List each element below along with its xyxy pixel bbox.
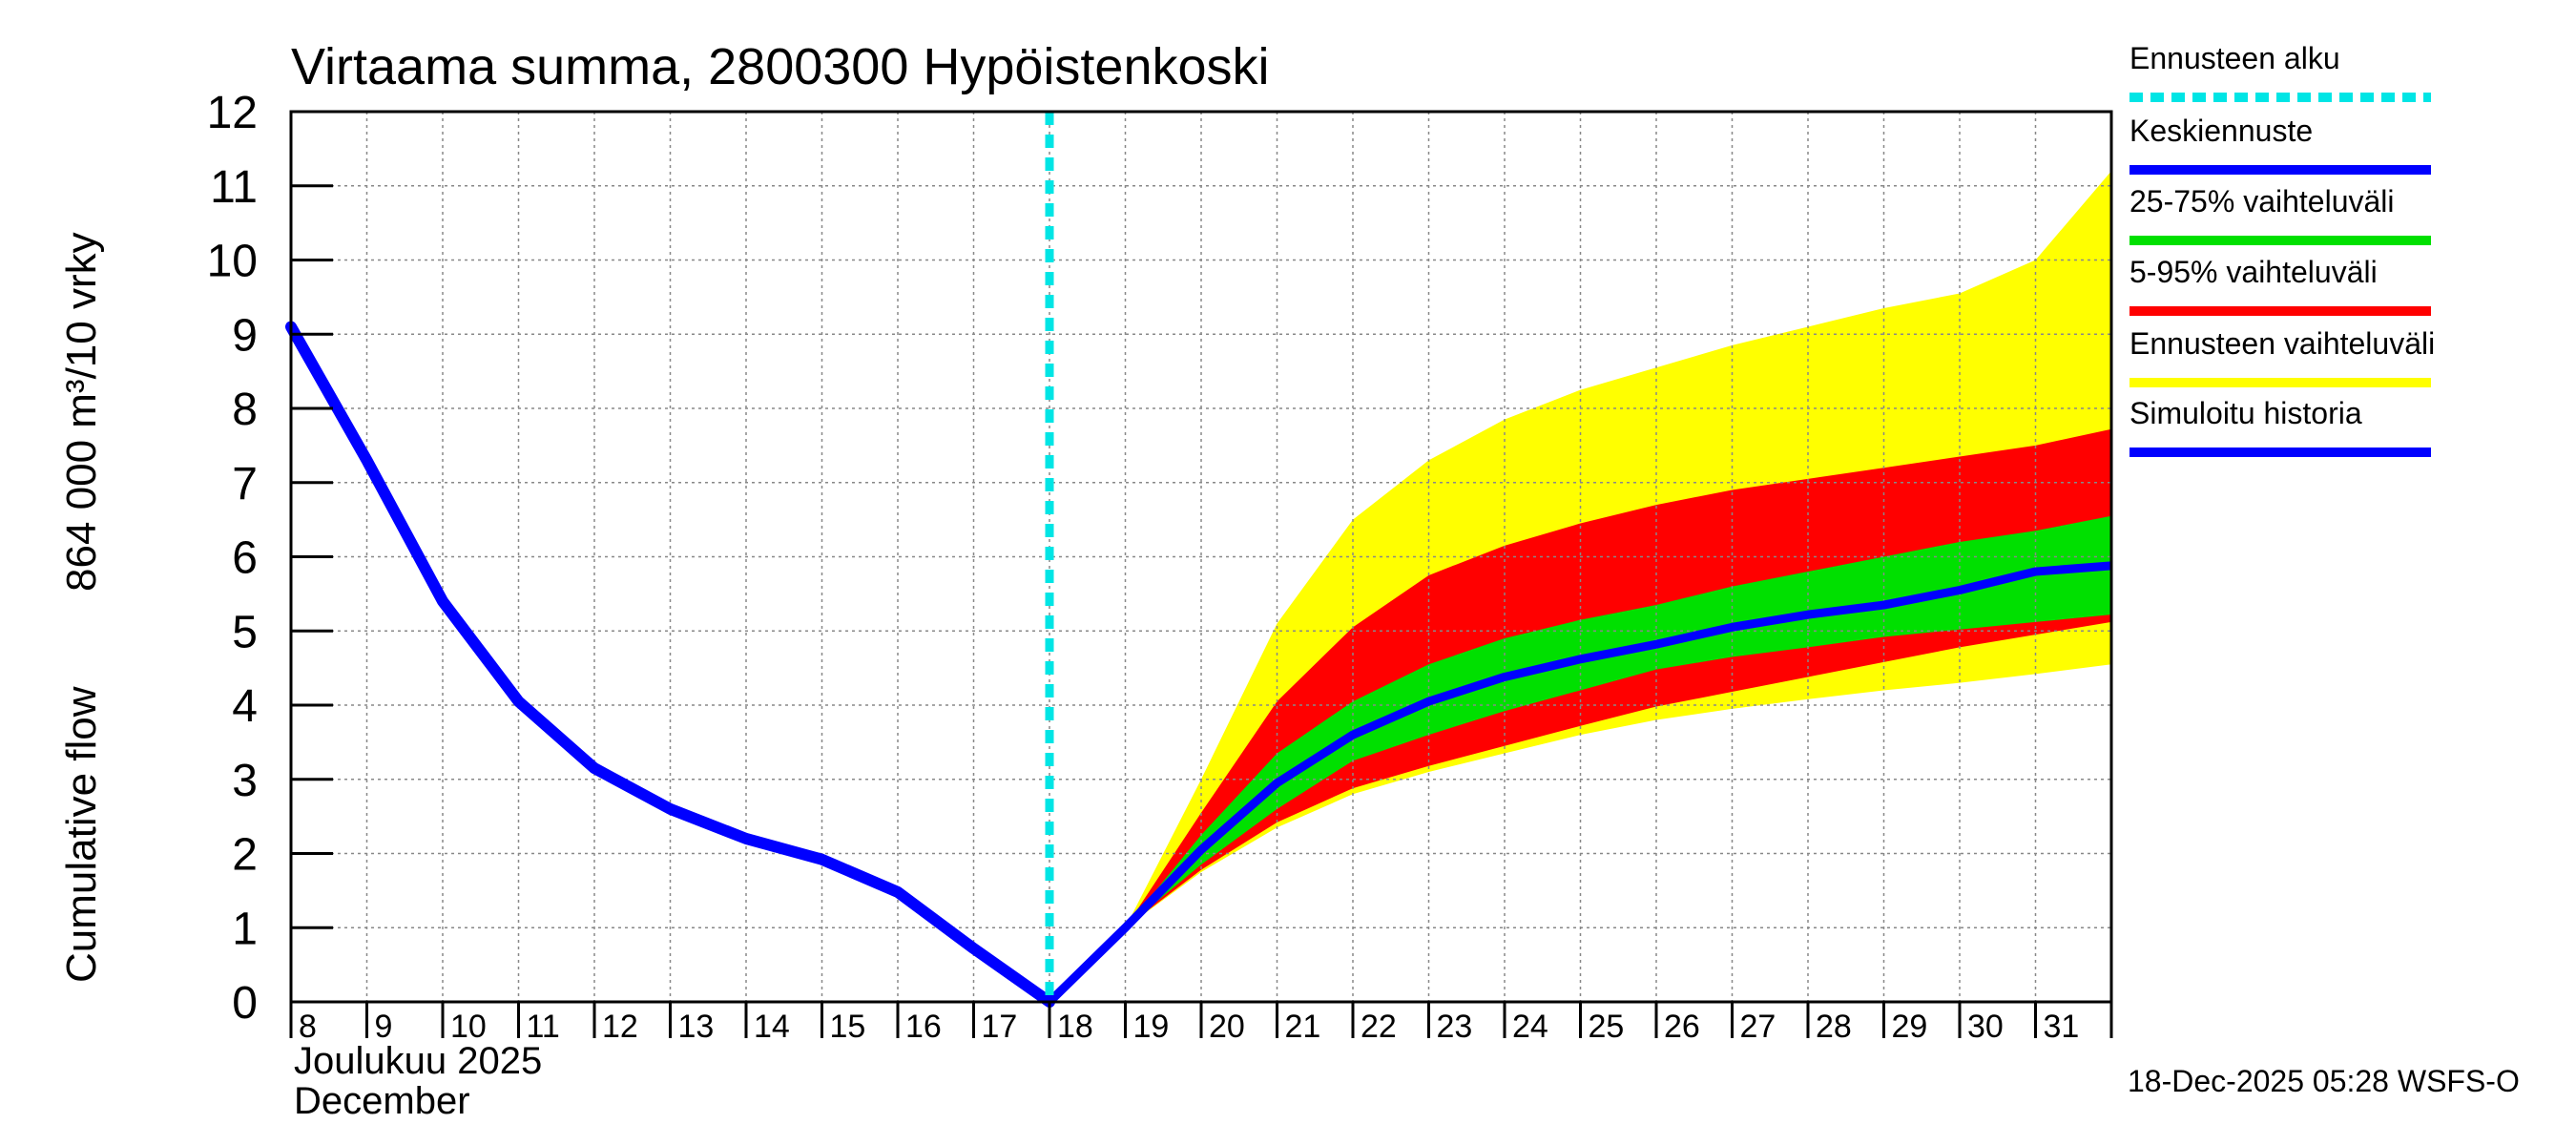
legend-item: Keskiennuste <box>2129 114 2431 175</box>
y-tick-label: 8 <box>232 385 258 435</box>
x-tick-label: 17 <box>982 1009 1018 1045</box>
grid-lines <box>291 112 2111 1002</box>
x-tick-label: 20 <box>1209 1009 1245 1045</box>
chart-title: Virtaama summa, 2800300 Hypöistenkoski <box>291 38 1270 95</box>
legend-item: 5-95% vaihteluväli <box>2129 255 2431 316</box>
legend-item: Ennusteen alku <box>2129 41 2431 102</box>
legend-item: Simuloitu historia <box>2129 396 2431 457</box>
legend-label: Simuloitu historia <box>2129 396 2362 430</box>
y-tick-label: 4 <box>232 681 258 732</box>
y-axis-label-line2: 864 000 m³/10 vrky <box>58 232 105 592</box>
x-tick-label: 26 <box>1664 1009 1700 1045</box>
y-tick-label: 12 <box>207 88 258 138</box>
x-tick-label: 19 <box>1133 1009 1170 1045</box>
month-label-en: December <box>294 1080 470 1122</box>
legend-label: 25-75% vaihteluväli <box>2129 184 2395 219</box>
x-tick-label: 16 <box>905 1009 942 1045</box>
x-tick-label: 31 <box>2044 1009 2080 1045</box>
x-tick-label: 27 <box>1740 1009 1776 1045</box>
x-tick-label: 14 <box>754 1009 790 1045</box>
x-tick-label: 8 <box>299 1009 317 1045</box>
history-line <box>285 321 1055 1008</box>
legend-label: Ennusteen alku <box>2129 41 2340 75</box>
legend-item: 25-75% vaihteluväli <box>2129 184 2431 245</box>
x-tick-label: 24 <box>1512 1009 1548 1045</box>
legend-label: Ennusteen vaihteluväli <box>2129 326 2435 361</box>
y-tick-label: 1 <box>232 904 258 954</box>
y-tick-label: 2 <box>232 830 258 881</box>
y-tick-label: 9 <box>232 310 258 361</box>
legend: Ennusteen alku Keskiennuste 25-75% vaihtel… <box>2129 41 2435 457</box>
axes <box>289 110 2113 1038</box>
x-tick-label: 13 <box>678 1009 715 1045</box>
x-tick-label: 23 <box>1437 1009 1473 1045</box>
band-25-75 <box>1049 515 2111 1002</box>
x-tick-label: 21 <box>1285 1009 1321 1045</box>
x-tick-label: 25 <box>1589 1009 1625 1045</box>
x-tick-label: 9 <box>375 1009 393 1045</box>
x-tick-label: 15 <box>830 1009 866 1045</box>
y-tick-label: 5 <box>232 607 258 657</box>
month-label-fi: Joulukuu 2025 <box>294 1040 542 1082</box>
x-tick-label: 12 <box>602 1009 638 1045</box>
y-tick-label: 11 <box>210 162 258 213</box>
y-tick-label: 6 <box>232 533 258 584</box>
median-line <box>1046 561 2112 1006</box>
x-tick-labels: 8 9 10 11 12 13 14 15 16 17 18 19 20 21 22 23 24 25 26 27 28… <box>299 1009 2079 1045</box>
x-tick-label: 22 <box>1361 1009 1397 1045</box>
legend-item: Ennusteen vaihteluväli <box>2129 326 2435 387</box>
y-tick-label: 10 <box>207 237 258 287</box>
y-axis-label-line1: Cumulative flow <box>58 686 105 983</box>
y-tick-label: 7 <box>232 459 258 510</box>
timestamp: 18-Dec-2025 05:28 WSFS-O <box>2128 1064 2520 1098</box>
legend-label: Keskiennuste <box>2129 114 2313 148</box>
x-tick-label: 30 <box>1967 1009 2004 1045</box>
x-tick-label: 28 <box>1816 1009 1852 1045</box>
x-tick-label: 10 <box>450 1009 487 1045</box>
x-tick-label: 29 <box>1892 1009 1928 1045</box>
x-tick-label: 11 <box>527 1009 560 1045</box>
y-tick-label: 0 <box>232 978 258 1029</box>
series-lines <box>285 112 2112 1008</box>
legend-label: 5-95% vaihteluväli <box>2129 255 2378 289</box>
x-tick-label: 18 <box>1057 1009 1093 1045</box>
y-tick-label: 3 <box>232 756 258 806</box>
